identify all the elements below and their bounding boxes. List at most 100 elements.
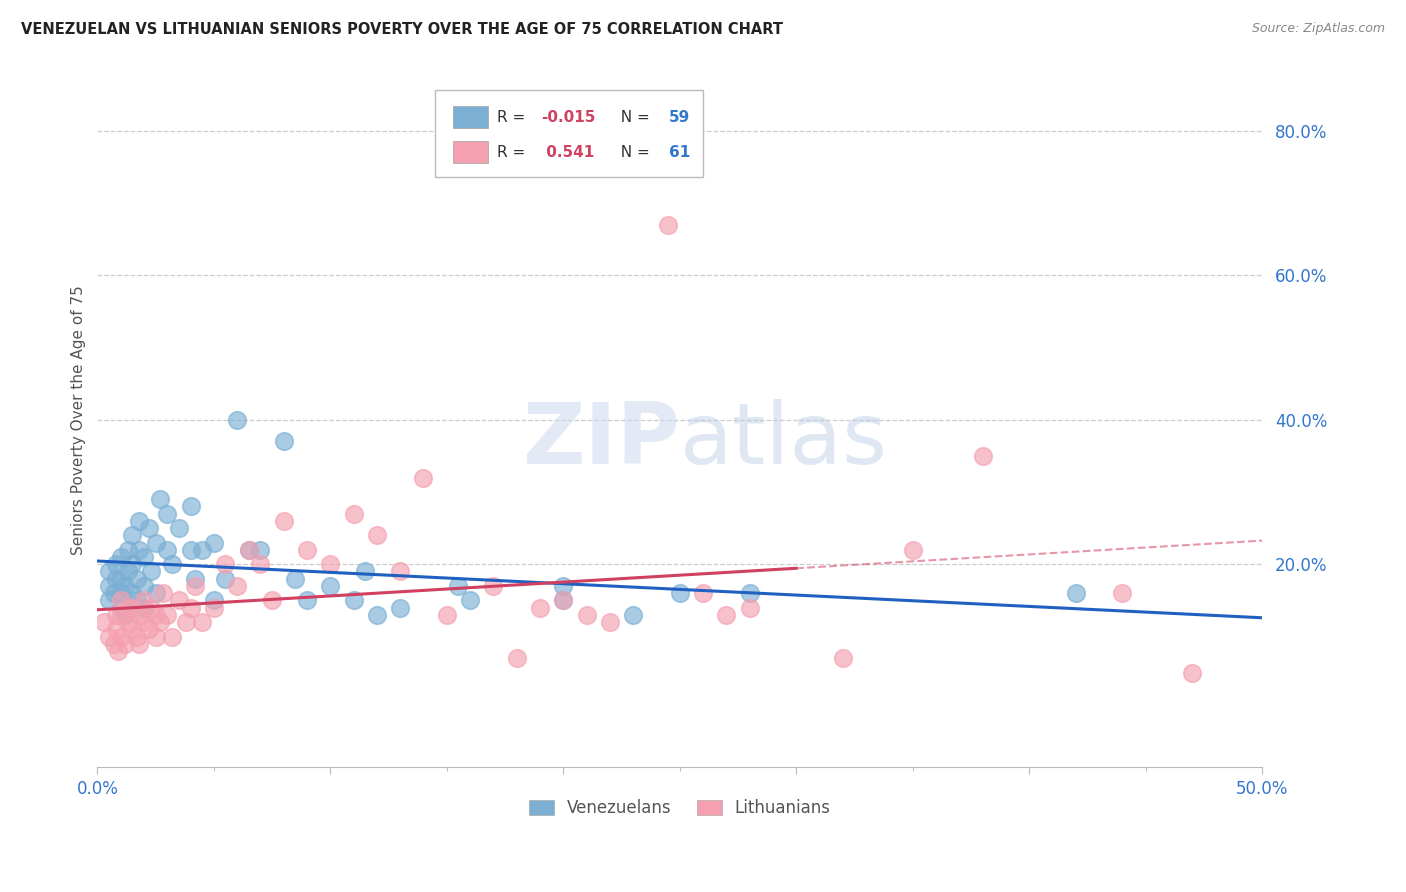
Point	[260, 593, 283, 607]
Point	[121, 586, 143, 600]
Point	[553, 593, 575, 607]
Point	[831, 651, 853, 665]
Point	[104, 607, 127, 622]
Point	[249, 542, 271, 557]
Point	[458, 593, 481, 607]
Point	[132, 615, 155, 629]
Point	[117, 542, 139, 557]
Point	[152, 586, 174, 600]
Point	[214, 572, 236, 586]
Point	[295, 542, 318, 557]
Point	[125, 630, 148, 644]
Text: N =: N =	[612, 110, 655, 125]
Point	[156, 607, 179, 622]
Point	[553, 593, 575, 607]
Point	[273, 434, 295, 449]
Text: Source: ZipAtlas.com: Source: ZipAtlas.com	[1251, 22, 1385, 36]
Point	[128, 637, 150, 651]
Point	[121, 558, 143, 572]
Point	[901, 542, 924, 557]
Point	[110, 586, 132, 600]
Point	[110, 600, 132, 615]
Point	[657, 218, 679, 232]
Point	[553, 579, 575, 593]
Point	[138, 622, 160, 636]
Point	[114, 579, 136, 593]
Point	[132, 600, 155, 615]
Point	[575, 607, 598, 622]
Point	[319, 579, 342, 593]
Point	[180, 600, 202, 615]
Point	[117, 565, 139, 579]
Point	[191, 615, 214, 629]
Point	[128, 607, 150, 622]
Point	[156, 542, 179, 557]
Point	[319, 558, 342, 572]
Point	[121, 622, 143, 636]
Point	[174, 615, 197, 629]
FancyBboxPatch shape	[434, 90, 703, 177]
Point	[447, 579, 470, 593]
Point	[202, 535, 225, 549]
Point	[138, 521, 160, 535]
Point	[139, 600, 162, 615]
Point	[107, 644, 129, 658]
Point	[103, 637, 125, 651]
Point	[114, 607, 136, 622]
Point	[167, 521, 190, 535]
Point	[110, 593, 132, 607]
Point	[184, 579, 207, 593]
Point	[132, 579, 155, 593]
Point	[180, 500, 202, 514]
Text: 59: 59	[669, 110, 690, 125]
Point	[110, 549, 132, 564]
Point	[1064, 586, 1087, 600]
Point	[128, 514, 150, 528]
Point	[284, 572, 307, 586]
Y-axis label: Seniors Poverty Over the Age of 75: Seniors Poverty Over the Age of 75	[72, 285, 86, 555]
Point	[93, 615, 115, 629]
Point	[104, 622, 127, 636]
Point	[167, 593, 190, 607]
Point	[599, 615, 621, 629]
Point	[238, 542, 260, 557]
Point	[226, 579, 249, 593]
Point	[972, 449, 994, 463]
Text: -0.015: -0.015	[541, 110, 596, 125]
Point	[692, 586, 714, 600]
Point	[366, 528, 388, 542]
Point	[180, 542, 202, 557]
Point	[145, 630, 167, 644]
Point	[103, 586, 125, 600]
Point	[295, 593, 318, 607]
Point	[117, 600, 139, 615]
Point	[238, 542, 260, 557]
Point	[482, 579, 505, 593]
Point	[104, 572, 127, 586]
Point	[98, 565, 121, 579]
Point	[121, 528, 143, 542]
Point	[621, 607, 644, 622]
Point	[110, 607, 132, 622]
Point	[273, 514, 295, 528]
Point	[202, 593, 225, 607]
Point	[98, 630, 121, 644]
Point	[98, 593, 121, 607]
Point	[226, 413, 249, 427]
Text: ZIP: ZIP	[522, 399, 679, 482]
Point	[110, 630, 132, 644]
Point	[389, 565, 412, 579]
Point	[114, 637, 136, 651]
Legend: Venezuelans, Lithuanians: Venezuelans, Lithuanians	[522, 793, 838, 824]
Text: 0.541: 0.541	[541, 145, 595, 160]
Point	[145, 535, 167, 549]
Point	[738, 600, 761, 615]
Point	[412, 470, 434, 484]
Point	[145, 607, 167, 622]
Point	[160, 630, 183, 644]
Point	[132, 593, 155, 607]
Text: 61: 61	[669, 145, 690, 160]
Point	[366, 607, 388, 622]
Point	[342, 507, 364, 521]
Point	[529, 600, 551, 615]
